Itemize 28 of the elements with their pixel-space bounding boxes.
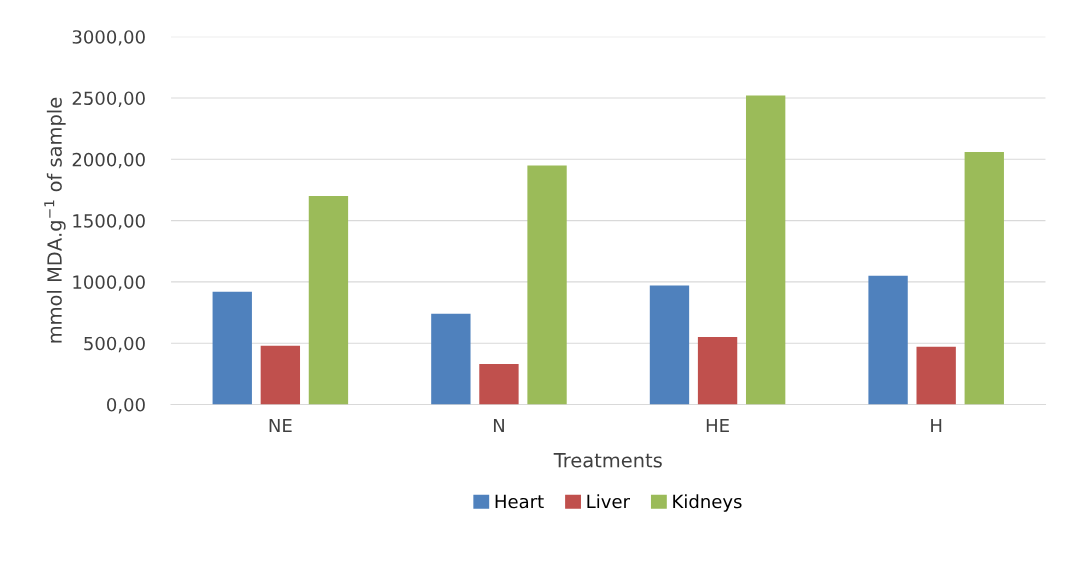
y-tick-label: 2000,00 — [72, 152, 145, 169]
bar — [431, 313, 471, 405]
legend-label: Heart — [495, 494, 544, 509]
legend-label: Kidneys — [673, 494, 742, 512]
bar — [212, 291, 252, 405]
bar — [527, 165, 567, 405]
x-tick-label: NE — [269, 418, 292, 433]
y-tick-label: 0,00 — [107, 397, 145, 414]
y-tick-label: 3000,00 — [72, 30, 145, 46]
y-tick-label: 500,00 — [84, 336, 145, 353]
bar — [964, 151, 1004, 405]
x-tick-label: HE — [706, 418, 729, 433]
legend-label: Liver — [587, 494, 630, 509]
bar — [308, 196, 349, 405]
bar — [916, 346, 956, 405]
y-tick-label: 2500,00 — [72, 91, 145, 107]
bar — [868, 275, 908, 405]
bar — [697, 337, 738, 405]
bar — [649, 285, 690, 405]
y-axis-title: mmol MDA.g$^{−1}$ of sample — [44, 97, 66, 343]
x-tick-label: H — [931, 418, 942, 433]
y-tick-label: 1000,00 — [73, 275, 145, 291]
x-tick-label: N — [493, 418, 504, 433]
bar — [479, 364, 519, 405]
bar — [745, 95, 786, 405]
bar — [260, 345, 301, 405]
y-tick-label: 1500,00 — [73, 214, 145, 230]
x-axis-title: Treatments — [553, 453, 662, 468]
